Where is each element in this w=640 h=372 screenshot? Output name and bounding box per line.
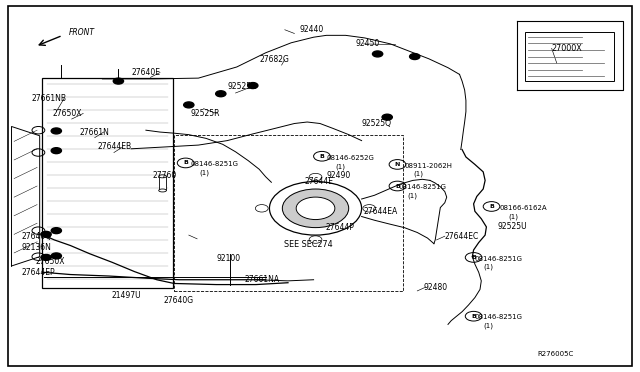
- Text: B: B: [395, 183, 400, 189]
- Text: 08146-8251G: 08146-8251G: [475, 256, 523, 262]
- Circle shape: [410, 54, 420, 60]
- Text: (1): (1): [407, 192, 417, 199]
- Text: 08146-8251G: 08146-8251G: [398, 184, 446, 190]
- Text: 08911-2062H: 08911-2062H: [404, 163, 452, 169]
- Text: 92525R: 92525R: [227, 82, 257, 91]
- Text: B: B: [471, 255, 476, 260]
- Text: 27760: 27760: [152, 171, 177, 180]
- Text: SEE SEC274: SEE SEC274: [284, 240, 333, 249]
- Circle shape: [113, 78, 124, 84]
- Circle shape: [382, 114, 392, 120]
- Text: (1): (1): [484, 322, 494, 329]
- Circle shape: [51, 228, 61, 234]
- Text: 27682G: 27682G: [259, 55, 289, 64]
- Text: 92450: 92450: [355, 39, 380, 48]
- Bar: [159, 176, 166, 190]
- Text: B: B: [471, 314, 476, 319]
- Circle shape: [248, 83, 258, 89]
- Text: (1): (1): [200, 170, 210, 176]
- Text: 27661NB: 27661NB: [32, 94, 67, 103]
- Bar: [42, 78, 173, 288]
- Text: B: B: [489, 204, 494, 209]
- Text: 92440: 92440: [300, 25, 324, 34]
- Text: R276005C: R276005C: [538, 351, 574, 357]
- Ellipse shape: [159, 175, 166, 178]
- Text: (1): (1): [508, 213, 518, 220]
- Text: B: B: [319, 154, 324, 159]
- Circle shape: [282, 189, 349, 228]
- Text: B: B: [183, 160, 188, 166]
- Text: 27644P: 27644P: [325, 223, 354, 232]
- Text: (1): (1): [484, 264, 494, 270]
- Text: 27650X: 27650X: [36, 257, 65, 266]
- Text: 27644EB: 27644EB: [97, 142, 131, 151]
- Text: 27640E: 27640E: [131, 68, 160, 77]
- Circle shape: [216, 91, 226, 97]
- Text: 27661N: 27661N: [80, 128, 110, 137]
- Text: 27000X: 27000X: [552, 44, 582, 53]
- Circle shape: [296, 197, 335, 219]
- Text: 08146-6252G: 08146-6252G: [326, 155, 374, 161]
- Text: (1): (1): [335, 163, 346, 170]
- Circle shape: [41, 231, 51, 237]
- Text: 27640Q: 27640Q: [21, 232, 51, 241]
- Circle shape: [372, 51, 383, 57]
- Text: (1): (1): [413, 171, 424, 177]
- Text: 27644EP: 27644EP: [21, 268, 55, 277]
- Text: 08146-8251G: 08146-8251G: [191, 161, 239, 167]
- Text: 27661NA: 27661NA: [244, 275, 280, 284]
- Text: 08146-8251G: 08146-8251G: [475, 314, 523, 320]
- Ellipse shape: [159, 189, 166, 192]
- Circle shape: [41, 254, 51, 260]
- Bar: [525, 32, 614, 81]
- Bar: [174, 135, 403, 291]
- Text: 92525Q: 92525Q: [362, 119, 392, 128]
- Text: 27650X: 27650X: [52, 109, 82, 118]
- Circle shape: [51, 253, 61, 259]
- Text: 27640G: 27640G: [163, 296, 193, 305]
- Text: FRONT: FRONT: [69, 28, 95, 37]
- Text: 92136N: 92136N: [21, 243, 51, 252]
- Text: 92480: 92480: [424, 283, 448, 292]
- Text: 92525U: 92525U: [498, 222, 527, 231]
- Text: 08166-6162A: 08166-6162A: [499, 205, 547, 211]
- Text: N: N: [395, 162, 400, 167]
- Text: 21497U: 21497U: [112, 291, 141, 300]
- Text: 27644EC: 27644EC: [445, 232, 479, 241]
- Text: 27644EA: 27644EA: [364, 207, 398, 216]
- Circle shape: [184, 102, 194, 108]
- Text: 92100: 92100: [216, 254, 241, 263]
- Text: 27644E: 27644E: [305, 177, 333, 186]
- Circle shape: [51, 148, 61, 154]
- Text: 92525R: 92525R: [191, 109, 220, 118]
- Text: 92490: 92490: [326, 171, 351, 180]
- Circle shape: [51, 128, 61, 134]
